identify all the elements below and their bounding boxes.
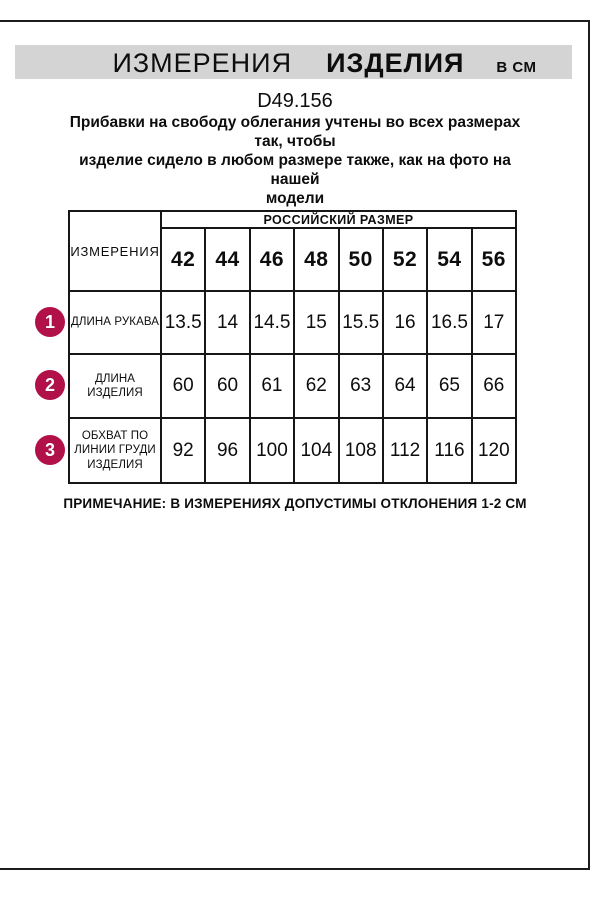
header-banner: ИЗМЕРЕНИЯ ИЗДЕЛИЯ В СМ — [15, 45, 572, 79]
value-cell: 60 — [204, 353, 251, 419]
size-group-header-cell: РОССИЙСКИЙ РАЗМЕР — [160, 210, 517, 229]
value-cell: 15.5 — [337, 290, 384, 355]
value-cell: 64 — [381, 353, 429, 419]
measurements-header-cell: ИЗМЕРЕНИЯ — [68, 210, 162, 292]
value-cell: 60 — [159, 353, 207, 419]
unit-label: В СМ — [496, 59, 537, 76]
size-header-cell: 54 — [426, 227, 473, 292]
table-row: ДЛИНА РУКАВА 13.5 14 14.5 15 15.5 16 16.5 17 — [68, 290, 518, 355]
description-line: Прибавки на свободу облегания учтены во … — [69, 114, 521, 150]
value-cell: 112 — [381, 417, 429, 484]
note-text: ПРИМЕЧАНИЕ: В ИЗМЕРЕНИЯХ ДОПУСТИМЫ ОТКЛО… — [63, 496, 527, 511]
measurements-table: ИЗМЕРЕНИЯ РОССИЙСКИЙ РАЗМЕР 42 44 46 48 50 52… — [68, 210, 518, 484]
size-header-cell: 56 — [470, 227, 518, 292]
size-header-row: 42 44 46 48 50 52 54 56 — [69, 227, 518, 292]
size-header-cell: 42 — [159, 227, 207, 292]
description-line: изделие сидело в любом размере также, ка… — [79, 152, 511, 188]
value-cell: 92 — [159, 417, 207, 484]
value-cell: 120 — [470, 417, 518, 484]
value-cell: 100 — [248, 417, 296, 484]
size-header-cell: 46 — [248, 227, 296, 292]
page-frame — [0, 20, 590, 870]
description: Прибавки на свободу облегания учтены во … — [55, 113, 535, 208]
row-label: ОБХВАТ ПО ЛИНИИ ГРУДИ ИЗДЕЛИЯ — [68, 417, 162, 484]
size-header-cell: 50 — [337, 227, 384, 292]
value-cell: 61 — [248, 353, 296, 419]
value-cell: 16.5 — [426, 290, 473, 355]
value-cell: 63 — [337, 353, 384, 419]
size-header-cell: 52 — [381, 227, 429, 292]
value-cell: 17 — [470, 290, 518, 355]
row-label: ДЛИНА РУКАВА — [68, 290, 162, 355]
row-label: ДЛИНА ИЗДЕЛИЯ — [68, 353, 162, 419]
row-number-badge: 2 — [35, 370, 65, 400]
table-row: ДЛИНА ИЗДЕЛИЯ 60 60 61 62 63 64 65 66 — [68, 353, 518, 419]
value-cell: 14 — [204, 290, 251, 355]
value-cell: 62 — [293, 353, 340, 419]
product-code: D49.156 — [257, 90, 333, 112]
value-cell: 116 — [426, 417, 473, 484]
page-title: ИЗМЕРЕНИЯ — [112, 48, 293, 78]
row-number-badge: 1 — [35, 307, 65, 337]
value-cell: 15 — [293, 290, 340, 355]
table-row: ОБХВАТ ПО ЛИНИИ ГРУДИ ИЗДЕЛИЯ 92 96 100 104 1… — [68, 417, 518, 484]
value-cell: 13.5 — [159, 290, 207, 355]
value-cell: 104 — [293, 417, 340, 484]
value-cell: 96 — [204, 417, 251, 484]
size-header-cell: 44 — [204, 227, 251, 292]
description-line: модели — [265, 190, 325, 207]
value-cell: 16 — [381, 290, 429, 355]
value-cell: 108 — [337, 417, 384, 484]
value-cell: 65 — [426, 353, 473, 419]
value-cell: 66 — [470, 353, 518, 419]
size-header-cell: 48 — [293, 227, 340, 292]
value-cell: 14.5 — [248, 290, 296, 355]
row-number-badge: 3 — [35, 435, 65, 465]
page-title-bold: ИЗДЕЛИЯ — [326, 48, 465, 78]
group-header-row: ИЗМЕРЕНИЯ РОССИЙСКИЙ РАЗМЕР — [68, 210, 517, 292]
